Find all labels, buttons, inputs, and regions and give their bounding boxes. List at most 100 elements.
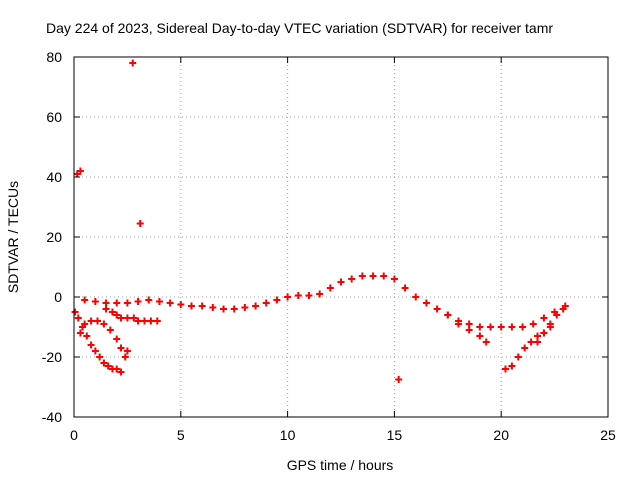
data-point xyxy=(369,272,377,280)
data-point xyxy=(123,314,131,322)
data-point xyxy=(444,311,452,319)
data-point xyxy=(546,320,554,328)
data-point xyxy=(241,304,249,311)
data-point xyxy=(454,320,462,328)
data-point xyxy=(91,347,99,355)
data-point xyxy=(166,299,174,307)
y-tick-label: 20 xyxy=(46,229,62,245)
data-point xyxy=(117,368,125,376)
x-tick-label: 5 xyxy=(177,427,185,443)
data-point xyxy=(130,314,138,322)
chart-title: Day 224 of 2023, Sidereal Day-to-day VTE… xyxy=(46,20,553,36)
series-main-band xyxy=(81,272,569,331)
data-point xyxy=(104,362,112,370)
x-tick-label: 0 xyxy=(70,427,78,443)
data-point xyxy=(81,320,89,328)
data-point xyxy=(348,275,356,283)
data-point xyxy=(230,305,238,313)
data-point xyxy=(514,353,522,361)
data-point xyxy=(553,311,561,319)
data-point xyxy=(100,320,108,328)
y-tick-label: 40 xyxy=(46,169,62,185)
data-point xyxy=(501,365,509,373)
x-tick-label: 25 xyxy=(600,427,616,443)
series-outliers xyxy=(73,59,403,383)
x-tick-label: 20 xyxy=(493,427,509,443)
data-point xyxy=(508,362,516,370)
axis-ticks: 0 5 10 15 20 25 -40 -20 0 20 40 60 80 xyxy=(42,49,616,443)
data-point xyxy=(87,341,95,349)
data-point xyxy=(412,293,420,301)
y-tick-label: 80 xyxy=(46,49,62,65)
data-point xyxy=(96,353,104,361)
data-point xyxy=(136,220,144,227)
data-point xyxy=(540,314,548,322)
data-point xyxy=(113,335,121,343)
data-point xyxy=(534,332,542,340)
data-point xyxy=(380,272,388,280)
data-point xyxy=(177,301,185,308)
data-point xyxy=(508,323,516,331)
data-point xyxy=(395,376,403,383)
data-point xyxy=(74,314,82,322)
data-point xyxy=(209,304,217,311)
data-point xyxy=(71,308,79,316)
x-tick-label: 10 xyxy=(280,427,296,443)
grid-lines xyxy=(74,57,608,417)
data-point xyxy=(390,275,398,283)
data-point xyxy=(76,167,84,175)
data-point xyxy=(123,347,131,355)
data-point xyxy=(284,293,292,301)
data-point xyxy=(134,317,142,325)
data-point xyxy=(487,323,495,331)
data-point xyxy=(187,302,195,310)
data-point xyxy=(100,359,108,367)
data-point xyxy=(102,299,110,307)
data-point xyxy=(123,299,131,307)
data-point xyxy=(113,311,121,319)
data-point xyxy=(93,317,101,325)
series-secondary-track-1-5-4-h- xyxy=(102,305,161,325)
data-point xyxy=(482,338,490,346)
data-point xyxy=(134,298,142,305)
data-point xyxy=(527,338,535,346)
data-point xyxy=(198,302,206,310)
series-late-fan-21-5-23-h- xyxy=(534,305,567,346)
data-point xyxy=(140,317,148,325)
data-point xyxy=(129,59,137,67)
data-point xyxy=(121,353,129,361)
data-point xyxy=(252,302,260,310)
data-point xyxy=(476,332,484,340)
data-point xyxy=(113,365,121,373)
data-point xyxy=(87,317,95,325)
y-tick-label: 0 xyxy=(54,289,62,305)
data-point xyxy=(422,299,430,307)
y-tick-label: -40 xyxy=(42,409,62,425)
data-point xyxy=(155,298,163,305)
data-point xyxy=(117,344,125,352)
series-late-arc-20-22-h- xyxy=(501,323,554,373)
data-point xyxy=(497,323,505,331)
data-point xyxy=(91,298,99,305)
series-loop-0-3-2-5-h- xyxy=(76,317,131,361)
data-point xyxy=(326,284,334,292)
data-point xyxy=(81,296,89,304)
data-point xyxy=(294,292,302,299)
data-point xyxy=(220,305,228,313)
data-point xyxy=(401,284,409,292)
data-point xyxy=(465,320,473,328)
data-point xyxy=(106,326,114,334)
data-point xyxy=(113,299,121,307)
data-point xyxy=(147,317,155,325)
data-point xyxy=(102,305,110,313)
y-axis-label: SDTVAR / TECUs xyxy=(5,181,21,293)
x-axis-label: GPS time / hours xyxy=(287,457,394,473)
y-tick-label: -20 xyxy=(42,349,62,365)
data-point xyxy=(153,317,161,325)
y-tick-label: 60 xyxy=(46,109,62,125)
data-point xyxy=(358,272,366,280)
data-point xyxy=(465,326,473,334)
data-point xyxy=(273,296,281,304)
